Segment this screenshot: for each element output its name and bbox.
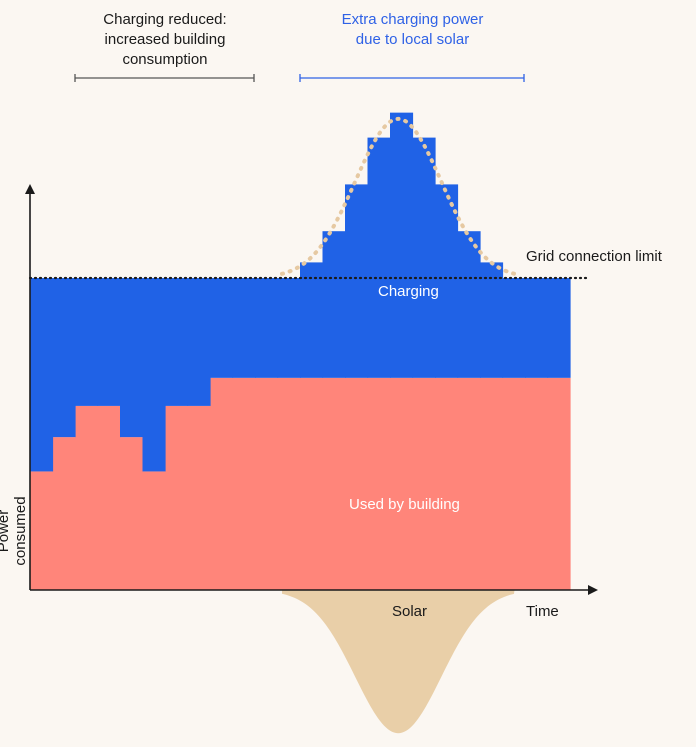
charging-bar bbox=[435, 184, 459, 378]
y-axis-arrow-icon bbox=[25, 184, 35, 194]
charging-bar bbox=[232, 278, 256, 378]
building-bar bbox=[165, 405, 189, 590]
building-bar bbox=[547, 377, 571, 590]
y-axis-label: Power consumed bbox=[0, 496, 29, 566]
annotation-extra-charging: Extra charging power due to local solar bbox=[341, 11, 484, 48]
charging-bar bbox=[165, 278, 189, 406]
grid-limit-label: Grid connection limit bbox=[526, 248, 662, 265]
building-bar bbox=[345, 377, 369, 590]
charging-bar bbox=[322, 231, 346, 378]
charging-bar bbox=[52, 278, 76, 438]
building-area-layer bbox=[30, 377, 571, 590]
building-bar bbox=[210, 377, 234, 590]
charging-bar bbox=[255, 278, 279, 378]
annotation-reduced-charging: Charging reduced: increased building con… bbox=[103, 11, 227, 68]
charging-bar bbox=[97, 278, 121, 406]
building-bar bbox=[30, 471, 54, 590]
building-bar bbox=[390, 377, 414, 590]
building-bar bbox=[367, 377, 391, 590]
building-bar bbox=[187, 405, 211, 590]
solar-area bbox=[282, 590, 515, 734]
charging-bar bbox=[277, 278, 301, 378]
solar-dotted-curve bbox=[280, 116, 516, 276]
charging-bar bbox=[300, 262, 324, 378]
building-bar bbox=[480, 377, 504, 590]
charging-bar bbox=[142, 278, 166, 472]
charging-bar bbox=[187, 278, 211, 406]
building-bar bbox=[457, 377, 481, 590]
reduced-charging-bracket bbox=[74, 74, 255, 82]
building-bar bbox=[232, 377, 256, 590]
charging-bar bbox=[345, 184, 369, 378]
building-bar bbox=[322, 377, 346, 590]
extra-charging-bracket bbox=[299, 74, 525, 82]
charging-bar bbox=[210, 278, 234, 378]
building-bar bbox=[75, 405, 99, 590]
solar-area-layer bbox=[282, 590, 515, 734]
building-bar bbox=[277, 377, 301, 590]
building-bar bbox=[300, 377, 324, 590]
building-bar bbox=[412, 377, 436, 590]
charging-bar bbox=[502, 278, 526, 378]
building-bar bbox=[142, 471, 166, 590]
building-label: Used by building bbox=[349, 496, 460, 513]
building-bar bbox=[120, 437, 144, 590]
x-axis-arrow-icon bbox=[588, 585, 598, 595]
charging-bar bbox=[367, 137, 391, 378]
charging-bar bbox=[30, 278, 54, 472]
building-bar bbox=[502, 377, 526, 590]
x-axis-label: Time bbox=[526, 603, 559, 620]
building-bar bbox=[52, 437, 76, 590]
charging-bar bbox=[547, 278, 571, 378]
building-bar bbox=[97, 405, 121, 590]
building-bar bbox=[525, 377, 549, 590]
charging-bar bbox=[480, 262, 504, 378]
charging-bar bbox=[457, 231, 481, 378]
charging-bar bbox=[120, 278, 144, 438]
solar-label: Solar bbox=[392, 603, 428, 620]
building-bar bbox=[255, 377, 279, 590]
charging-bar bbox=[525, 278, 549, 378]
building-bar bbox=[435, 377, 459, 590]
solar-dotted-curve-layer bbox=[280, 116, 516, 276]
charging-area-layer bbox=[30, 112, 571, 472]
charging-bar bbox=[412, 137, 436, 378]
charging-bar bbox=[75, 278, 99, 406]
charging-bar bbox=[390, 112, 414, 378]
charging-label: Charging bbox=[378, 283, 439, 300]
